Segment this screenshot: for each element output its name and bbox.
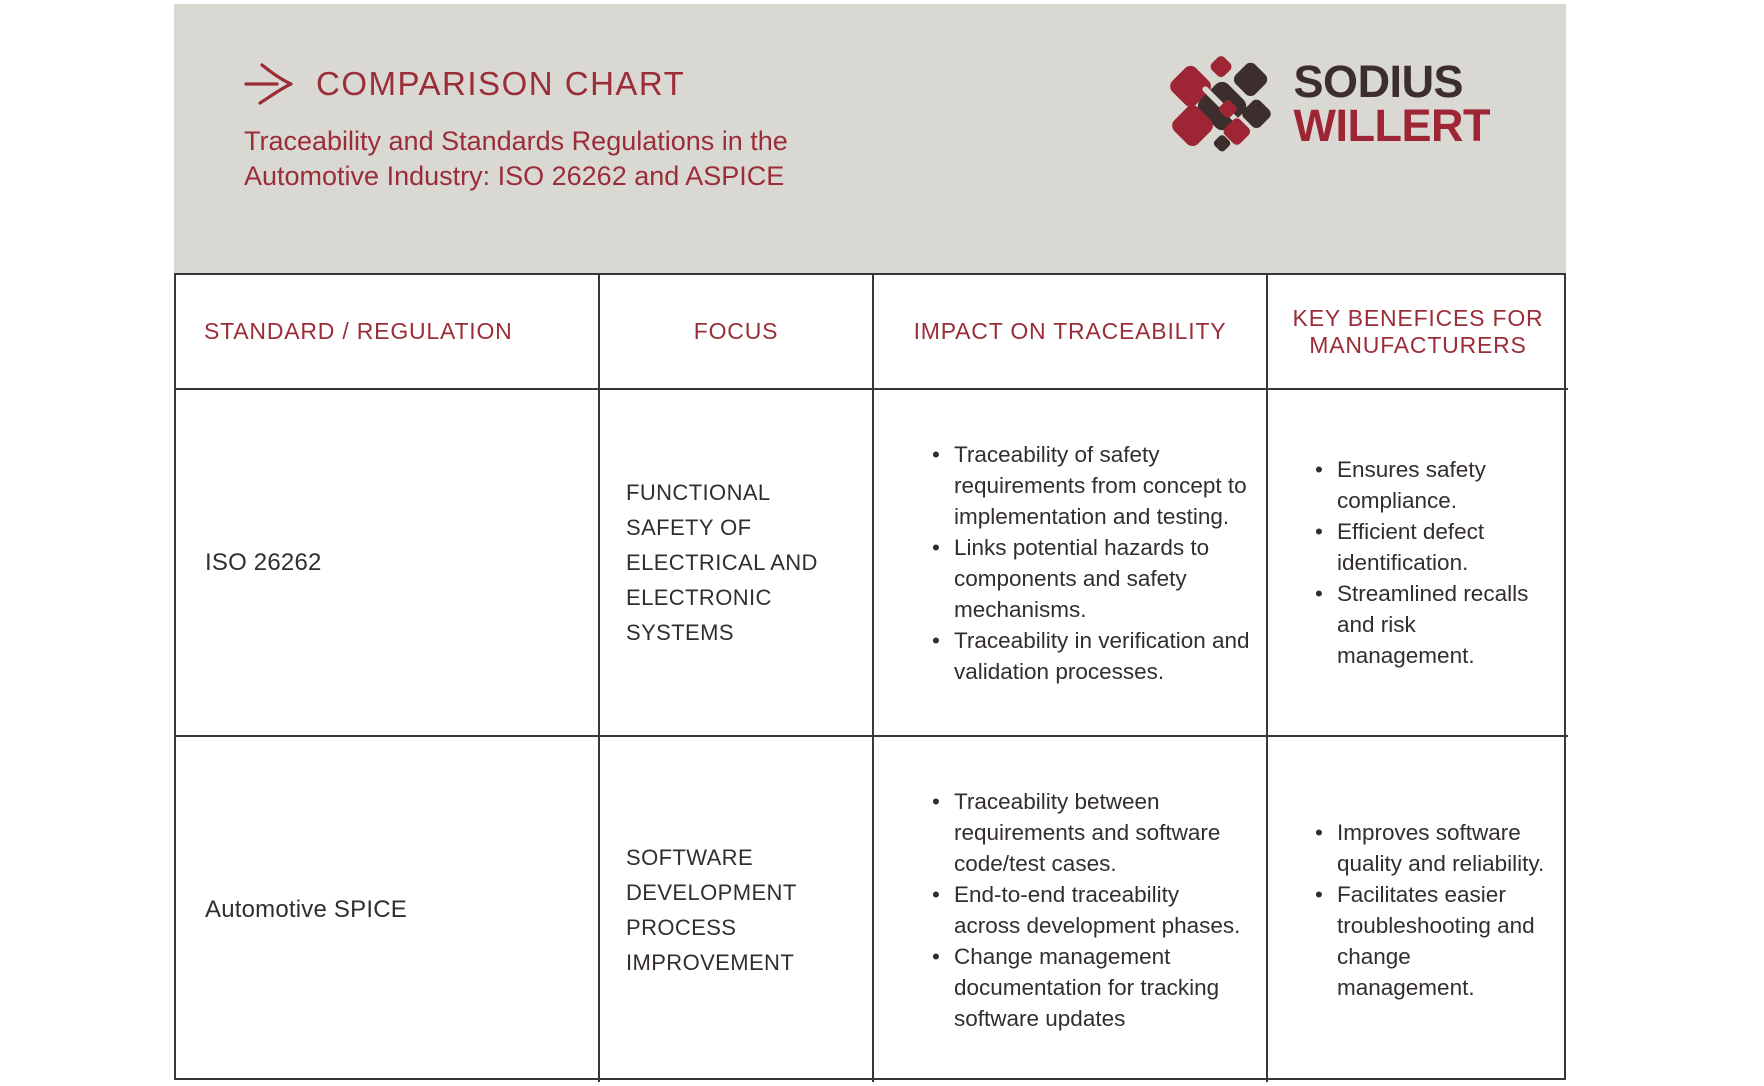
page-title: COMPARISON CHART: [316, 65, 686, 102]
header-cell-focus: FOCUS: [600, 275, 874, 390]
subtitle-line-2: Automotive Industry: ISO 26262 and ASPIC…: [244, 161, 785, 191]
header-text-block: COMPARISON CHART Traceability and Standa…: [244, 60, 788, 194]
row2-focus-cell: SOFTWARE DEVELOPMENT PROCESS IMPROVEMENT: [600, 737, 874, 1082]
header-band: COMPARISON CHART Traceability and Standa…: [174, 4, 1566, 273]
bullet-text: Ensures safety compliance.: [1337, 457, 1486, 513]
bullet-text: Traceability in verification and validat…: [954, 627, 1250, 684]
row2-benefits-list: • Improves software quality and reliabili…: [1315, 817, 1552, 1003]
bullet-text: End-to-end traceability across developme…: [954, 881, 1241, 938]
subtitle-line-1: Traceability and Standards Regulations i…: [244, 126, 788, 156]
bullet-dot: •: [1315, 457, 1323, 482]
list-item: • Traceability of safety requirements fro…: [932, 439, 1250, 532]
row1-benefits-list: • Ensures safety compliance. • Efficient d…: [1315, 454, 1552, 671]
list-item: • Ensures safety compliance.: [1315, 454, 1552, 516]
bullet-text: Change management documentation for trac…: [954, 943, 1220, 1031]
row1-focus-cell: FUNCTIONAL SAFETY OF ELECTRICAL AND ELEC…: [600, 390, 874, 737]
logo-word-willert: WILLERT: [1293, 100, 1491, 151]
list-item: • Streamlined recalls and risk management…: [1315, 578, 1552, 671]
pixel-diamond-cluster-icon: [1166, 54, 1284, 154]
list-item: • Facilitates easier troubleshooting and …: [1315, 879, 1552, 1003]
list-item: • Links potential hazards to components a…: [932, 532, 1250, 625]
bullet-dot: •: [932, 881, 940, 907]
bullet-text: Links potential hazards to components an…: [954, 534, 1210, 622]
bullet-dot: •: [932, 627, 940, 653]
row2-standard-cell: Automotive SPICE: [176, 737, 600, 1082]
bullet-dot: •: [1315, 519, 1323, 544]
bullet-dot: •: [932, 788, 940, 814]
list-item: • Efficient defect identification.: [1315, 516, 1552, 578]
page-subtitle: Traceability and Standards Regulations i…: [244, 124, 788, 194]
comparison-table: STANDARD / REGULATION FOCUS IMPACT ON TR…: [174, 273, 1568, 1082]
row2-benefits-cell: • Improves software quality and reliabili…: [1268, 737, 1568, 1082]
bullet-text: Traceability of safety requirements from…: [954, 441, 1247, 529]
header-cell-benefits: KEY BENEFICES FOR MANUFACTURERS: [1268, 275, 1568, 390]
bullet-dot: •: [932, 441, 940, 467]
row2-impact-list: • Traceability between requirements and s…: [932, 786, 1250, 1034]
bullet-dot: •: [1315, 819, 1323, 845]
row1-impact-list: • Traceability of safety requirements fro…: [932, 439, 1250, 687]
sodius-willert-logo: SODIUS WILLERT: [1166, 54, 1491, 154]
bullet-text: Traceability between requirements and so…: [954, 788, 1221, 876]
logo-word-sodius: SODIUS: [1293, 56, 1464, 107]
bullet-text: Streamlined recalls and risk management.: [1337, 581, 1529, 668]
list-item: • End-to-end traceability across developm…: [932, 879, 1250, 941]
bullet-text: Improves software quality and reliabilit…: [1337, 819, 1545, 876]
list-item: • Improves software quality and reliabili…: [1315, 817, 1552, 879]
bullet-dot: •: [932, 943, 940, 969]
bullet-text: Facilitates easier troubleshooting and c…: [1337, 881, 1535, 1000]
row2-impact-cell: • Traceability between requirements and s…: [874, 737, 1268, 1082]
bullet-dot: •: [1315, 881, 1323, 907]
bullet-dot: •: [932, 534, 940, 560]
list-item: • Traceability in verification and valida…: [932, 625, 1250, 687]
header-cell-impact: IMPACT ON TRACEABILITY: [874, 275, 1268, 390]
title-row: COMPARISON CHART: [244, 60, 788, 108]
row1-impact-cell: • Traceability of safety requirements fro…: [874, 390, 1268, 737]
list-item: • Traceability between requirements and s…: [932, 786, 1250, 879]
logo-wordmark: SODIUS WILLERT: [1293, 56, 1491, 151]
list-item: • Change management documentation for tra…: [932, 941, 1250, 1034]
row1-benefits-cell: • Ensures safety compliance. • Efficient d…: [1268, 390, 1568, 737]
row1-standard-cell: ISO 26262: [176, 390, 600, 737]
right-arrow-icon: [244, 60, 298, 108]
bullet-dot: •: [1315, 581, 1323, 606]
header-cell-standard: STANDARD / REGULATION: [176, 275, 600, 390]
bullet-text: Efficient defect identification.: [1337, 519, 1485, 575]
